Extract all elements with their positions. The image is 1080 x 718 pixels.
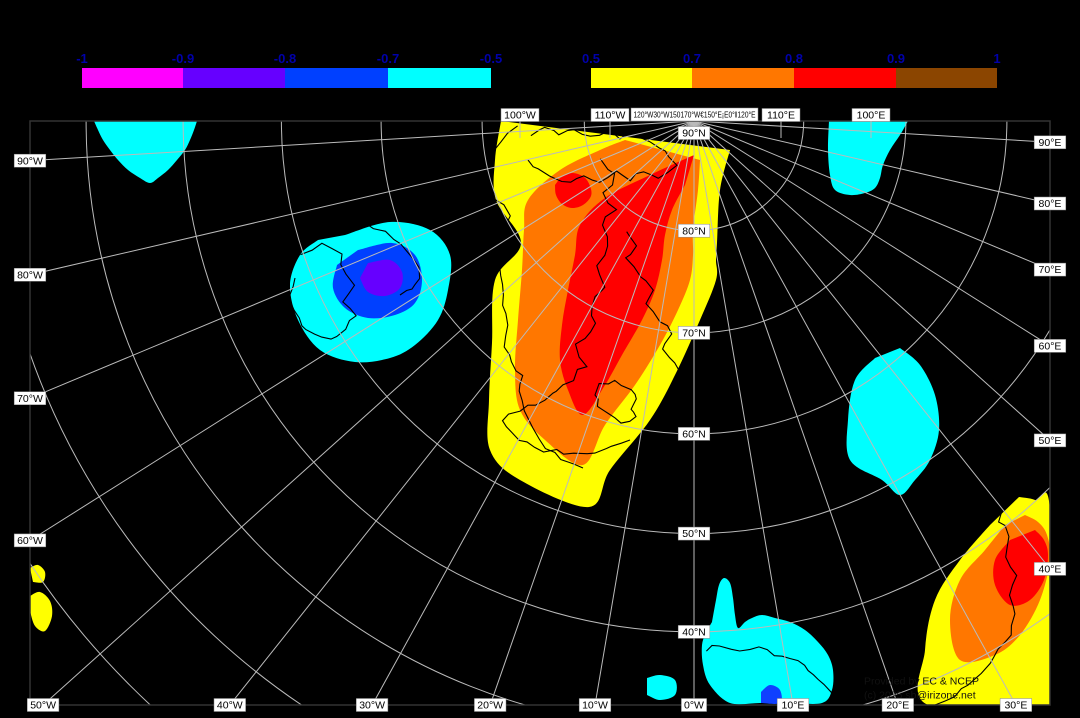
svg-text:70°W: 70°W	[17, 393, 43, 405]
svg-text:80°E: 80°E	[1039, 198, 1062, 210]
svg-text:40°E: 40°E	[1039, 564, 1062, 576]
svg-text:90°W: 90°W	[17, 155, 43, 167]
svg-text:70°E: 70°E	[1039, 264, 1062, 276]
svg-text:0.8: 0.8	[785, 51, 803, 66]
svg-text:-0.8: -0.8	[274, 51, 296, 66]
svg-text:0.9: 0.9	[887, 51, 905, 66]
svg-text:Provided by EC & NCEP: Provided by EC & NCEP	[864, 676, 979, 688]
svg-text:40°N: 40°N	[682, 627, 705, 639]
svg-text:-1: -1	[76, 51, 88, 66]
svg-text:30°W: 30°W	[359, 700, 385, 712]
svg-text:10°W: 10°W	[582, 700, 608, 712]
svg-text:-0.7: -0.7	[377, 51, 399, 66]
svg-text:(c) 2025 sb@irizone.net: (c) 2025 sb@irizone.net	[864, 690, 976, 702]
svg-text:60°E: 60°E	[1039, 341, 1062, 353]
svg-text:110°E: 110°E	[767, 110, 795, 122]
svg-text:100°W: 100°W	[504, 110, 536, 122]
svg-text:110°W: 110°W	[595, 110, 626, 122]
svg-text:70°N: 70°N	[682, 328, 705, 340]
svg-text:50°N: 50°N	[682, 528, 705, 540]
svg-text:0.5: 0.5	[582, 51, 600, 66]
svg-text:50°W: 50°W	[30, 700, 56, 712]
svg-text:-0.5: -0.5	[480, 51, 502, 66]
svg-text:20°W: 20°W	[477, 700, 503, 712]
svg-text:1: 1	[993, 51, 1000, 66]
svg-text:0°W: 0°W	[684, 700, 704, 712]
svg-text:80°W: 80°W	[17, 269, 43, 281]
svg-text:40°W: 40°W	[217, 700, 243, 712]
svg-text:60°W: 60°W	[17, 535, 43, 547]
svg-text:20°E: 20°E	[886, 700, 909, 712]
svg-text:90°E: 90°E	[1039, 137, 1062, 149]
svg-text:-0.9: -0.9	[172, 51, 194, 66]
svg-text:60°N: 60°N	[682, 429, 705, 441]
svg-text:100°E: 100°E	[857, 110, 886, 122]
svg-text:50°E: 50°E	[1039, 435, 1062, 447]
svg-text:80°N: 80°N	[682, 225, 705, 237]
svg-text:0.7: 0.7	[683, 51, 701, 66]
svg-text:10°E: 10°E	[782, 700, 805, 712]
svg-text:90°N: 90°N	[682, 128, 705, 140]
svg-text:30°E: 30°E	[1004, 700, 1027, 712]
svg-text:120°W30°W150170°W€150°E¡E0°ǁ12: 120°W30°W150170°W€150°E¡E0°ǁ120°E	[634, 110, 756, 120]
